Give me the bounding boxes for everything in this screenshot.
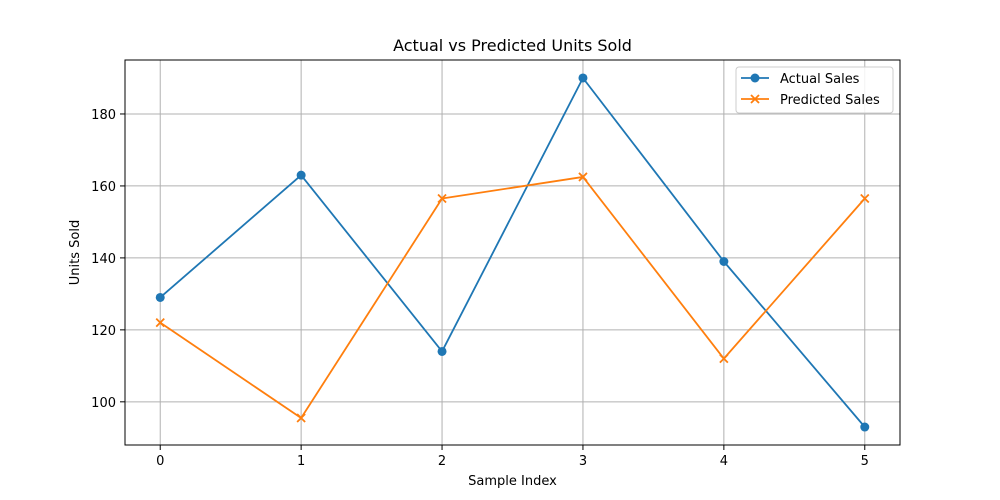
data-point-predicted-sales xyxy=(437,193,447,204)
y-tick-label: 140 xyxy=(91,252,116,267)
series-predicted-sales xyxy=(155,172,870,423)
series-line-actual-sales xyxy=(159,77,866,428)
y-axis-label: Units Sold xyxy=(68,220,83,285)
y-tick-label: 160 xyxy=(91,180,116,195)
data-point-actual-sales xyxy=(296,170,306,180)
data-point-actual-sales xyxy=(437,346,447,356)
data-point-actual-sales xyxy=(578,73,588,83)
plot-frame xyxy=(124,59,901,446)
series-line-predicted-sales xyxy=(159,176,866,419)
x-tick-label: 3 xyxy=(579,454,587,469)
chart-title: Actual vs Predicted Units Sold xyxy=(393,36,632,55)
data-point-predicted-sales xyxy=(296,413,306,423)
data-point-predicted-sales xyxy=(155,318,165,328)
grid xyxy=(125,60,900,445)
data-point-predicted-sales xyxy=(578,172,588,182)
x-axis-label: Sample Index xyxy=(468,474,557,489)
y-tick-label: 100 xyxy=(91,396,116,411)
x-tick-label: 5 xyxy=(861,454,869,469)
legend-label-predicted: Predicted Sales xyxy=(780,93,880,108)
x-tick-label: 2 xyxy=(438,454,446,469)
x-tick-label: 0 xyxy=(156,454,164,469)
axis-ticks: 0 1 2 3 4 5 100 120 140 160 180 xyxy=(91,108,869,469)
y-tick-label: 120 xyxy=(91,324,116,339)
series xyxy=(155,73,870,432)
data-point-actual-sales xyxy=(860,422,870,432)
legend-marker-actual xyxy=(750,73,760,83)
data-point-predicted-sales xyxy=(719,354,729,364)
data-point-actual-sales xyxy=(155,292,165,302)
data-point-actual-sales xyxy=(719,256,729,266)
y-tick-label: 180 xyxy=(91,108,116,123)
legend-box xyxy=(735,66,894,114)
data-point-predicted-sales xyxy=(860,193,870,204)
legend-label-actual: Actual Sales xyxy=(780,72,860,87)
x-tick-label: 1 xyxy=(297,454,305,469)
legend: Actual Sales Predicted Sales xyxy=(735,66,894,114)
x-tick-label: 4 xyxy=(720,454,728,469)
series-actual-sales xyxy=(155,73,870,432)
legend-marker-predicted xyxy=(750,94,760,104)
